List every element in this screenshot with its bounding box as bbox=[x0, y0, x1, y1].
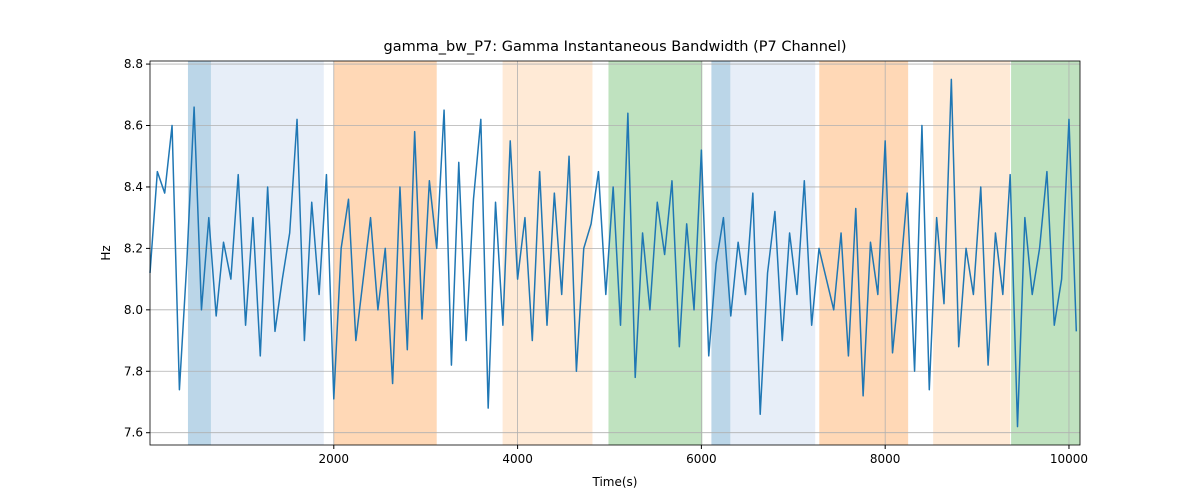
x-tick-label: 4000 bbox=[502, 452, 533, 466]
shaded-span bbox=[608, 61, 703, 445]
x-tick-label: 6000 bbox=[686, 452, 717, 466]
shaded-span bbox=[210, 61, 324, 445]
x-tick-label: 2000 bbox=[319, 452, 350, 466]
y-tick-label: 8.2 bbox=[124, 241, 143, 255]
y-tick-label: 8.4 bbox=[124, 180, 143, 194]
y-tick-label: 8.0 bbox=[124, 303, 143, 317]
chart-title: gamma_bw_P7: Gamma Instantaneous Bandwid… bbox=[383, 39, 846, 55]
shaded-span bbox=[730, 61, 816, 445]
shaded-span bbox=[711, 61, 731, 445]
y-axis-label: Hz bbox=[99, 245, 113, 260]
x-tick-label: 10000 bbox=[1050, 452, 1088, 466]
x-axis-label: Time(s) bbox=[592, 475, 638, 489]
y-tick-label: 8.6 bbox=[124, 119, 143, 133]
x-tick-label: 8000 bbox=[870, 452, 901, 466]
shaded-span bbox=[1011, 61, 1080, 445]
y-tick-label: 7.8 bbox=[124, 364, 143, 378]
y-tick-label: 8.8 bbox=[124, 57, 143, 71]
data-line bbox=[149, 78, 1078, 428]
plot-frame bbox=[149, 60, 1081, 446]
y-tick-label: 7.6 bbox=[124, 426, 143, 440]
